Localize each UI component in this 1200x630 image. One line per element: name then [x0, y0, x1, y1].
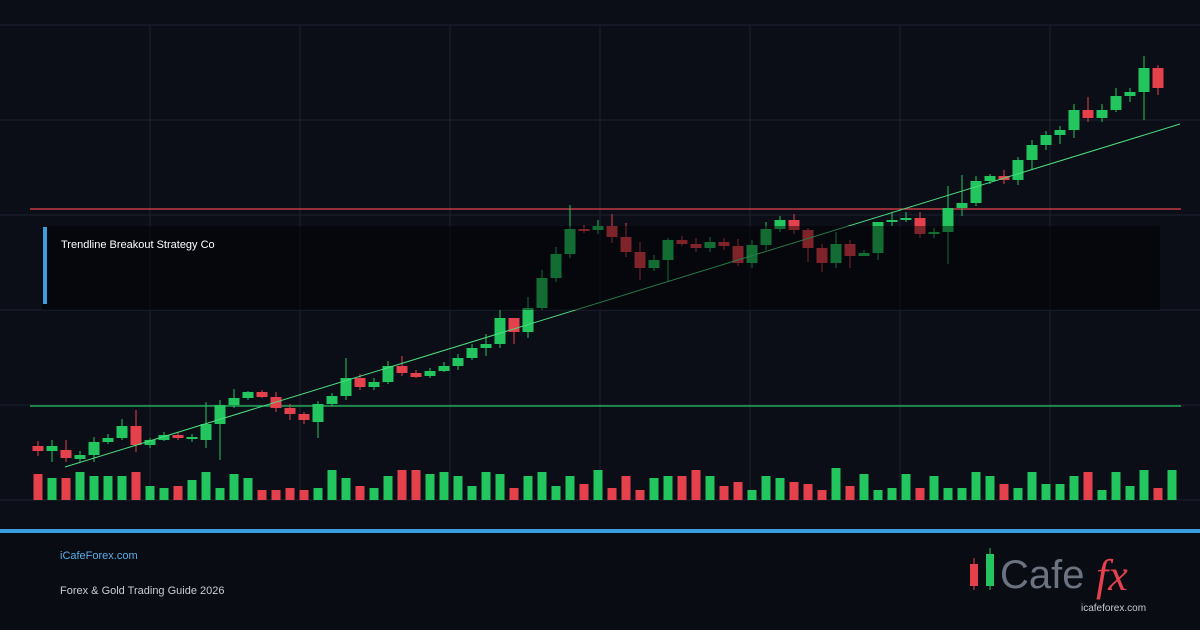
logo-subtitle: icafeforex.com — [1081, 603, 1147, 614]
footer — [0, 533, 1200, 630]
candlestick-chart — [0, 24, 1200, 501]
trendline — [64, 123, 1181, 468]
guide-caption: Forex & Gold Trading Guide 2026 — [60, 585, 225, 597]
chart-title: Trendline Breakout Strategy Co — [61, 239, 215, 251]
brand-logo: Cafe fx — [970, 548, 1128, 600]
title-overlay — [42, 226, 1160, 310]
title-accent-stripe — [43, 227, 47, 304]
volume-bars — [33, 468, 1177, 500]
svg-text:Cafe: Cafe — [1000, 553, 1085, 597]
svg-text:fx: fx — [1096, 551, 1128, 600]
candle-logo-icon — [970, 548, 994, 590]
footer-accent-bar — [0, 529, 1200, 533]
site-link[interactable]: iCafeForex.com — [60, 550, 138, 562]
